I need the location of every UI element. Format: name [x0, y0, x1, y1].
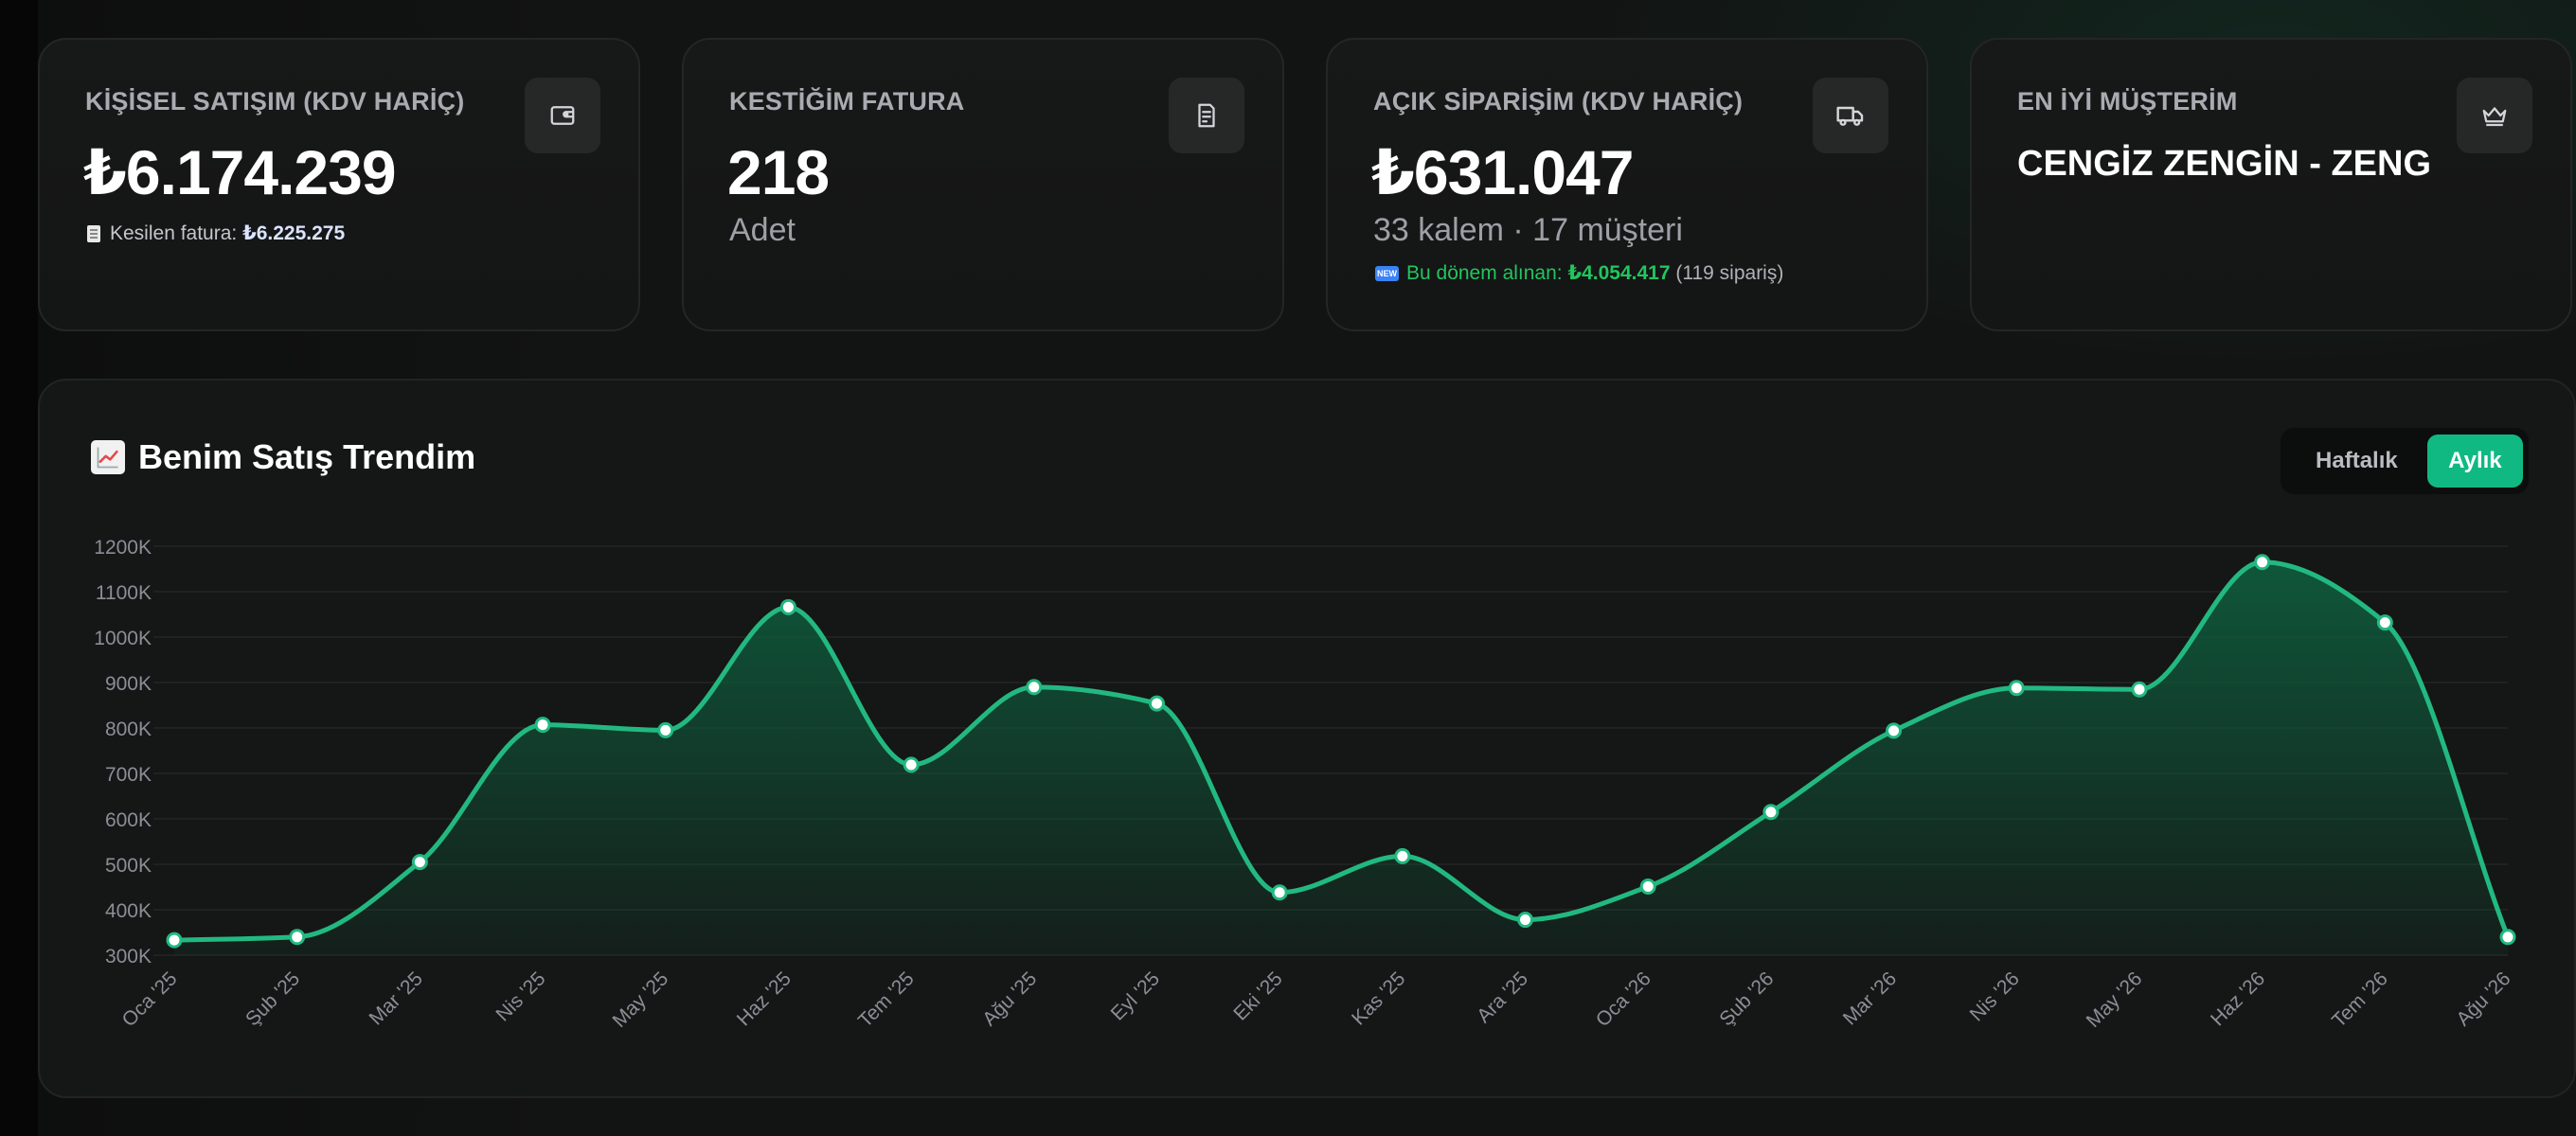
x-tick-label: May '25 — [608, 967, 672, 1032]
x-tick-label: Şub '25 — [242, 967, 304, 1030]
y-tick-label: 400K — [105, 900, 152, 922]
y-tick-label: 1000K — [94, 628, 152, 649]
kpi-card-best-customer: EN İYİ MÜŞTERİM CENGİZ ZENGİN - ZENG — [1970, 38, 2572, 331]
kpi-value: ₺6.174.239 — [83, 137, 397, 207]
data-point[interactable] — [1394, 847, 1411, 864]
kpi-unit: Adet — [729, 212, 796, 248]
period-orders-label: Bu dönem alınan: — [1406, 261, 1563, 284]
invoiced-label: Kesilen fatura: — [110, 222, 238, 244]
x-tick-label: Ağu '25 — [978, 967, 1041, 1030]
y-tick-label: 600K — [105, 809, 152, 831]
sidebar-edge — [0, 0, 38, 1136]
document-icon — [87, 224, 100, 242]
x-tick-label: Eyl '25 — [1107, 967, 1164, 1024]
kpi-label: AÇIK SİPARİŞİM (KDV HARİÇ) — [1373, 87, 1744, 115]
y-tick-label: 800K — [105, 719, 152, 740]
best-customer-name: CENGİZ ZENGİN - ZENG — [2017, 144, 2431, 184]
receipt-icon — [1169, 78, 1244, 153]
series-area — [174, 561, 2508, 955]
data-point[interactable] — [1639, 879, 1656, 896]
truck-icon — [1813, 78, 1888, 153]
data-point[interactable] — [2376, 614, 2393, 631]
period-orders-note: NEW Bu dönem alınan: ₺4.054.417 (119 sip… — [1375, 261, 1783, 285]
wallet-icon — [525, 78, 600, 153]
kpi-label: KESTİĞİM FATURA — [729, 87, 965, 115]
invoiced-value: ₺6.225.275 — [242, 222, 346, 244]
y-tick-label: 1100K — [96, 582, 152, 604]
sales-trend-card: Benim Satış Trendim Haftalık Aylık 300K 4… — [38, 379, 2576, 1098]
x-tick-label: Oca '25 — [118, 967, 182, 1031]
x-tick-label: Mar '25 — [366, 967, 427, 1029]
data-point[interactable] — [657, 721, 674, 738]
x-tick-label: Şub '26 — [1715, 967, 1778, 1030]
y-tick-label: 900K — [105, 673, 152, 695]
data-point[interactable] — [903, 756, 920, 773]
data-point[interactable] — [411, 854, 428, 871]
kpi-card-personal-sales: KİŞİSEL SATIŞIM (KDV HARİÇ) ₺6.174.239 K… — [38, 38, 640, 331]
x-tick-label: Nis '26 — [1966, 967, 2024, 1025]
chart-title-text: Benim Satış Trendim — [138, 437, 476, 476]
x-tick-label: Haz '26 — [2207, 967, 2269, 1030]
kpi-label: KİŞİSEL SATIŞIM (KDV HARİÇ) — [85, 87, 465, 115]
y-axis-ticks: 300K 400K 500K 600K 700K 800K 900K 1000K 1100K 12… — [94, 537, 152, 967]
x-tick-label: May '26 — [2083, 967, 2147, 1032]
series-line — [171, 559, 2511, 943]
data-point[interactable] — [1517, 912, 1534, 929]
chart-title: Benim Satış Trendim — [91, 437, 475, 477]
period-orders-count: (119 sipariş) — [1675, 261, 1784, 284]
data-point[interactable] — [2254, 554, 2271, 571]
crown-icon — [2457, 78, 2532, 153]
period-toggle: Haftalık Aylık — [2281, 428, 2529, 494]
data-point[interactable] — [289, 929, 306, 946]
x-tick-label: Haz '25 — [733, 967, 796, 1030]
data-point[interactable] — [1148, 695, 1165, 712]
data-point[interactable] — [2499, 929, 2516, 946]
data-point[interactable] — [1886, 722, 1903, 739]
x-tick-label: Ara '25 — [1473, 967, 1532, 1027]
y-tick-label: 700K — [105, 764, 152, 786]
period-orders-value: ₺4.054.417 — [1567, 262, 1671, 284]
invoiced-note: Kesilen fatura: ₺6.225.275 — [87, 222, 345, 245]
x-tick-label: Ağu '26 — [2452, 967, 2514, 1030]
data-point[interactable] — [534, 717, 551, 734]
new-badge: NEW — [1375, 265, 1399, 281]
x-tick-label: Eki '25 — [1229, 967, 1286, 1024]
y-tick-label: 500K — [105, 855, 152, 877]
weekly-toggle-button[interactable]: Haftalık — [2316, 448, 2398, 473]
kpi-sub: 33 kalem · 17 müşteri — [1373, 212, 1683, 248]
kpi-card-open-orders: AÇIK SİPARİŞİM (KDV HARİÇ) ₺631.047 33 k… — [1326, 38, 1928, 331]
data-point[interactable] — [2008, 680, 2025, 697]
y-tick-label: 300K — [105, 946, 152, 967]
data-point[interactable] — [1026, 679, 1043, 696]
kpi-card-invoices: KESTİĞİM FATURA 218 Adet — [682, 38, 1284, 331]
x-tick-label: Tem '26 — [2328, 967, 2392, 1032]
data-point[interactable] — [2131, 681, 2148, 698]
chart-increasing-icon — [91, 440, 125, 474]
data-points — [166, 554, 2516, 949]
y-tick-label: 1200K — [94, 537, 152, 559]
kpi-value: ₺631.047 — [1371, 137, 1634, 207]
kpi-label: EN İYİ MÜŞTERİM — [2017, 87, 2238, 115]
x-tick-label: Kas '25 — [1348, 967, 1409, 1029]
x-tick-label: Mar '26 — [1839, 967, 1901, 1029]
data-point[interactable] — [1271, 884, 1288, 901]
x-tick-label: Tem '25 — [854, 967, 919, 1032]
data-point[interactable] — [779, 598, 796, 615]
x-axis-ticks: Oca '25 Şub '25 Mar '25 Nis '25 May '25 Haz '… — [118, 967, 2515, 1032]
data-point[interactable] — [166, 932, 183, 949]
sales-trend-chart: 300K 400K 500K 600K 700K 800K 900K 1000K 1100K 12… — [94, 537, 2516, 1032]
x-tick-label: Oca '26 — [1592, 967, 1655, 1031]
kpi-value: 218 — [727, 137, 830, 207]
monthly-toggle-button[interactable]: Aylık — [2426, 435, 2523, 488]
data-point[interactable] — [1762, 804, 1780, 821]
x-tick-label: Nis '25 — [492, 967, 549, 1025]
